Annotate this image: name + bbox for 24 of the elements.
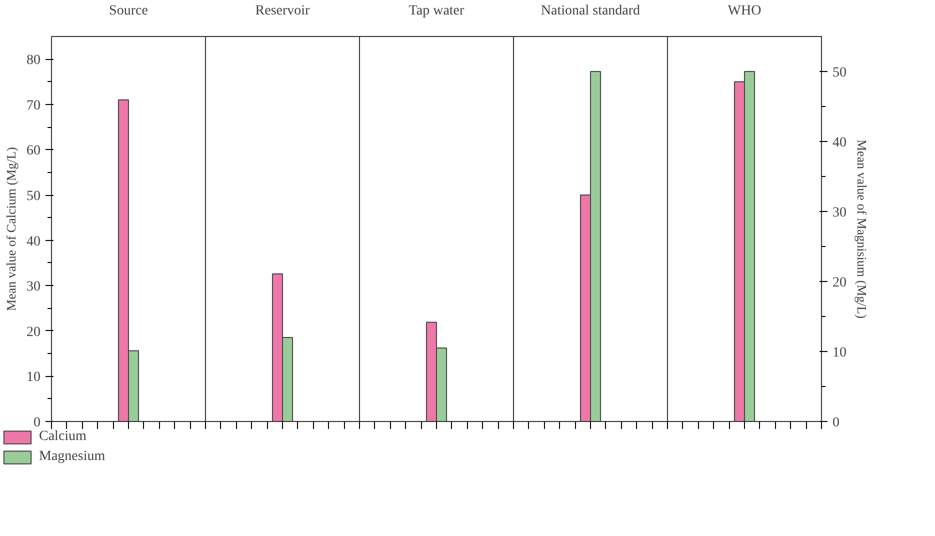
y-tick-label: 20 — [26, 324, 40, 340]
x-tick-label: Source — [109, 4, 148, 18]
y2-tick-label: 0 — [832, 416, 840, 430]
y2-tick-label: 30 — [832, 206, 846, 220]
x-tick-label: Tap water — [408, 4, 465, 18]
y-axis-title: Mean value of Calcium (Mg/L) — [4, 147, 18, 311]
x-tick-label: National standard — [540, 4, 640, 18]
y2-tick-label: 20 — [832, 276, 846, 290]
y-tick-label: 10 — [26, 370, 40, 386]
y-tick-label: 40 — [26, 234, 40, 250]
y-tick-label: 30 — [26, 280, 40, 295]
x-tick-label: Reservoir — [255, 4, 310, 18]
legend-label: Magnesium — [39, 449, 106, 465]
y2-axis-title: Mean value of Magnisium (Mg/L) — [854, 139, 870, 319]
legend-label: Calcium — [39, 429, 86, 445]
y-tick-label: 0 — [34, 416, 40, 430]
y2-tick-label: 10 — [832, 346, 846, 360]
y2-tick-label: 50 — [832, 66, 846, 80]
y-tick-label: 80 — [26, 53, 40, 68]
y-tick-label: 60 — [26, 144, 40, 159]
y2-tick-label: 40 — [832, 136, 846, 150]
y-tick-label: 70 — [26, 98, 40, 114]
x-tick-label: WHO — [728, 4, 762, 18]
y-tick-label: 50 — [26, 189, 40, 204]
